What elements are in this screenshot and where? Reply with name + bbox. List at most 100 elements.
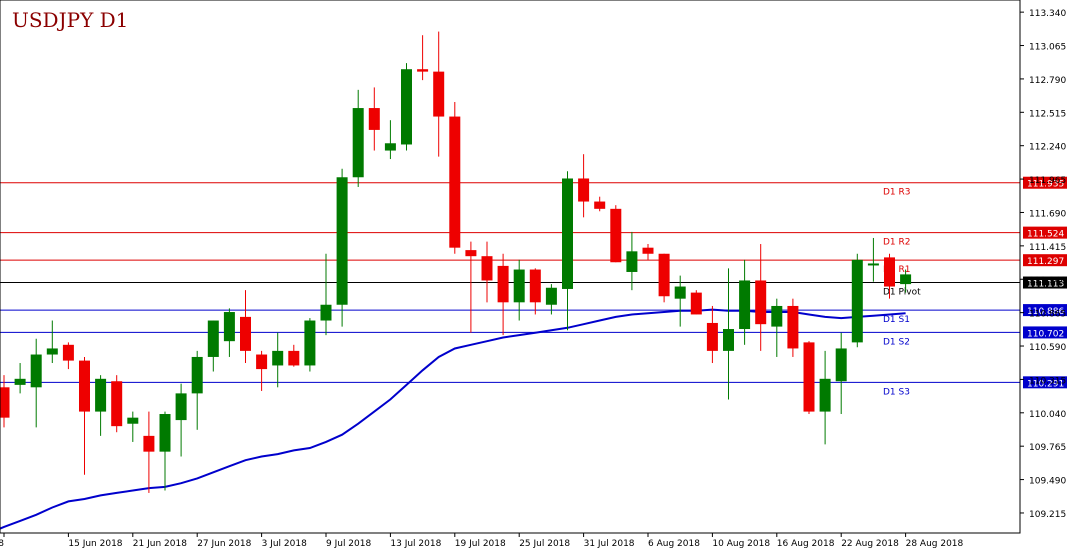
d1-r3-price-label: 111.935 bbox=[1027, 180, 1064, 190]
y-tick-label: 112.515 bbox=[1029, 109, 1066, 119]
candle-body bbox=[159, 414, 171, 452]
plot-frame bbox=[0, 0, 1021, 534]
candle-body bbox=[513, 269, 525, 303]
candle bbox=[755, 244, 767, 351]
d1-s1-label: D1 S1 bbox=[883, 315, 910, 325]
candle-body bbox=[658, 253, 670, 297]
candle bbox=[95, 375, 107, 436]
candle-body bbox=[497, 265, 509, 303]
candle bbox=[30, 338, 42, 428]
x-tick-label: 9 Jun 2018 bbox=[0, 539, 4, 549]
candle bbox=[851, 253, 863, 348]
y-tick-label: 110.865 bbox=[1029, 310, 1066, 320]
candle bbox=[368, 87, 380, 151]
y-tick-label: 111.690 bbox=[1029, 209, 1066, 219]
y-tick-label: 109.215 bbox=[1029, 510, 1066, 520]
d1-r3-price-tag bbox=[1023, 176, 1067, 189]
candle bbox=[529, 268, 541, 315]
candle-body bbox=[690, 292, 702, 315]
x-tick-label: 28 Aug 2018 bbox=[906, 539, 964, 549]
y-tick-label: 110.315 bbox=[1029, 376, 1066, 386]
candle bbox=[674, 275, 686, 327]
d1-r2-price-tag bbox=[1023, 226, 1067, 239]
candle-body bbox=[30, 354, 42, 388]
candle bbox=[352, 89, 364, 187]
moving-average-line bbox=[0, 308, 906, 530]
y-tick-label: 111.415 bbox=[1029, 243, 1066, 253]
candle-body bbox=[723, 329, 734, 351]
candle-body bbox=[787, 305, 799, 349]
x-tick-label: 10 Aug 2018 bbox=[712, 539, 770, 549]
d1-s2-label: D1 S2 bbox=[883, 337, 910, 347]
candle-body bbox=[755, 280, 767, 325]
x-tick-label: 6 Aug 2018 bbox=[648, 539, 700, 549]
candle bbox=[433, 31, 445, 157]
candle-body bbox=[529, 269, 541, 303]
candle-body bbox=[191, 356, 203, 394]
candle-body bbox=[175, 393, 187, 421]
d1-pivot-price-label: 111.113 bbox=[1027, 280, 1064, 290]
y-tick-label: 113.340 bbox=[1029, 9, 1066, 19]
candle-body bbox=[867, 263, 879, 266]
y-tick-label: 110.040 bbox=[1029, 410, 1066, 420]
d1-pivot-price-tag bbox=[1023, 276, 1067, 289]
candle bbox=[384, 120, 396, 160]
candle bbox=[803, 341, 815, 415]
candle bbox=[127, 411, 139, 442]
candle-body bbox=[46, 348, 58, 355]
y-tick-label: 109.765 bbox=[1029, 443, 1066, 453]
d1-r1-price-tag bbox=[1023, 254, 1067, 267]
candle-body bbox=[272, 350, 284, 366]
candle bbox=[207, 320, 219, 372]
candle bbox=[0, 375, 10, 428]
candle bbox=[562, 171, 573, 331]
x-tick-label: 21 Jun 2018 bbox=[133, 539, 187, 549]
d1-r1-price-label: 111.297 bbox=[1027, 257, 1064, 267]
candle-body bbox=[62, 344, 74, 361]
candle bbox=[610, 205, 622, 263]
d1-r2-label: D1 R2 bbox=[883, 238, 911, 248]
d1-r1-label: D1 R1 bbox=[883, 265, 911, 275]
candle bbox=[256, 350, 268, 391]
y-tick-label: 113.065 bbox=[1029, 43, 1066, 53]
candle-body bbox=[0, 387, 10, 418]
candle bbox=[401, 63, 412, 151]
candle bbox=[771, 298, 783, 357]
candle bbox=[867, 237, 879, 282]
y-tick-label: 112.240 bbox=[1029, 143, 1066, 153]
x-tick-label: 25 Jul 2018 bbox=[519, 539, 570, 549]
y-tick-label: 111.140 bbox=[1029, 276, 1066, 286]
candle bbox=[642, 244, 654, 260]
candle-body bbox=[304, 320, 316, 366]
candle-body bbox=[336, 177, 348, 305]
price-axis: 113.340 113.065 112.790 112.515 112.240 111.9… bbox=[1020, 9, 1066, 520]
x-tick-label: 13 Jul 2018 bbox=[390, 539, 441, 549]
candle-body bbox=[884, 257, 895, 287]
d1-s2-price-label: 110.702 bbox=[1027, 329, 1064, 339]
candle bbox=[626, 231, 638, 291]
candle-body bbox=[143, 435, 155, 452]
d1-s2-price-tag bbox=[1023, 326, 1067, 339]
d1-r3-label: D1 R3 bbox=[883, 188, 911, 198]
candle-body bbox=[401, 69, 412, 145]
candle-body bbox=[851, 259, 863, 343]
d1-pivot-label: D1 Pivot bbox=[883, 288, 921, 298]
x-tick-label: 3 Jul 2018 bbox=[262, 539, 307, 549]
candle bbox=[304, 318, 316, 372]
pivot-levels: D1 R3 111.935 D1 R2 111.524 D1 R1 111.297 D1 P… bbox=[0, 176, 1067, 397]
d1-s3-price-label: 110.291 bbox=[1027, 379, 1064, 389]
candle bbox=[787, 298, 799, 357]
candle-body bbox=[417, 69, 429, 72]
candle bbox=[578, 154, 590, 218]
candle bbox=[690, 290, 702, 315]
candle bbox=[272, 332, 284, 388]
candle bbox=[819, 350, 831, 445]
candle bbox=[900, 269, 912, 293]
moving-average-layer bbox=[0, 308, 906, 530]
candle-body bbox=[433, 71, 445, 117]
candle-body bbox=[320, 304, 332, 321]
candle-body bbox=[14, 378, 26, 385]
d1-s1-price-label: 110.886 bbox=[1027, 307, 1064, 317]
candle bbox=[79, 356, 90, 475]
